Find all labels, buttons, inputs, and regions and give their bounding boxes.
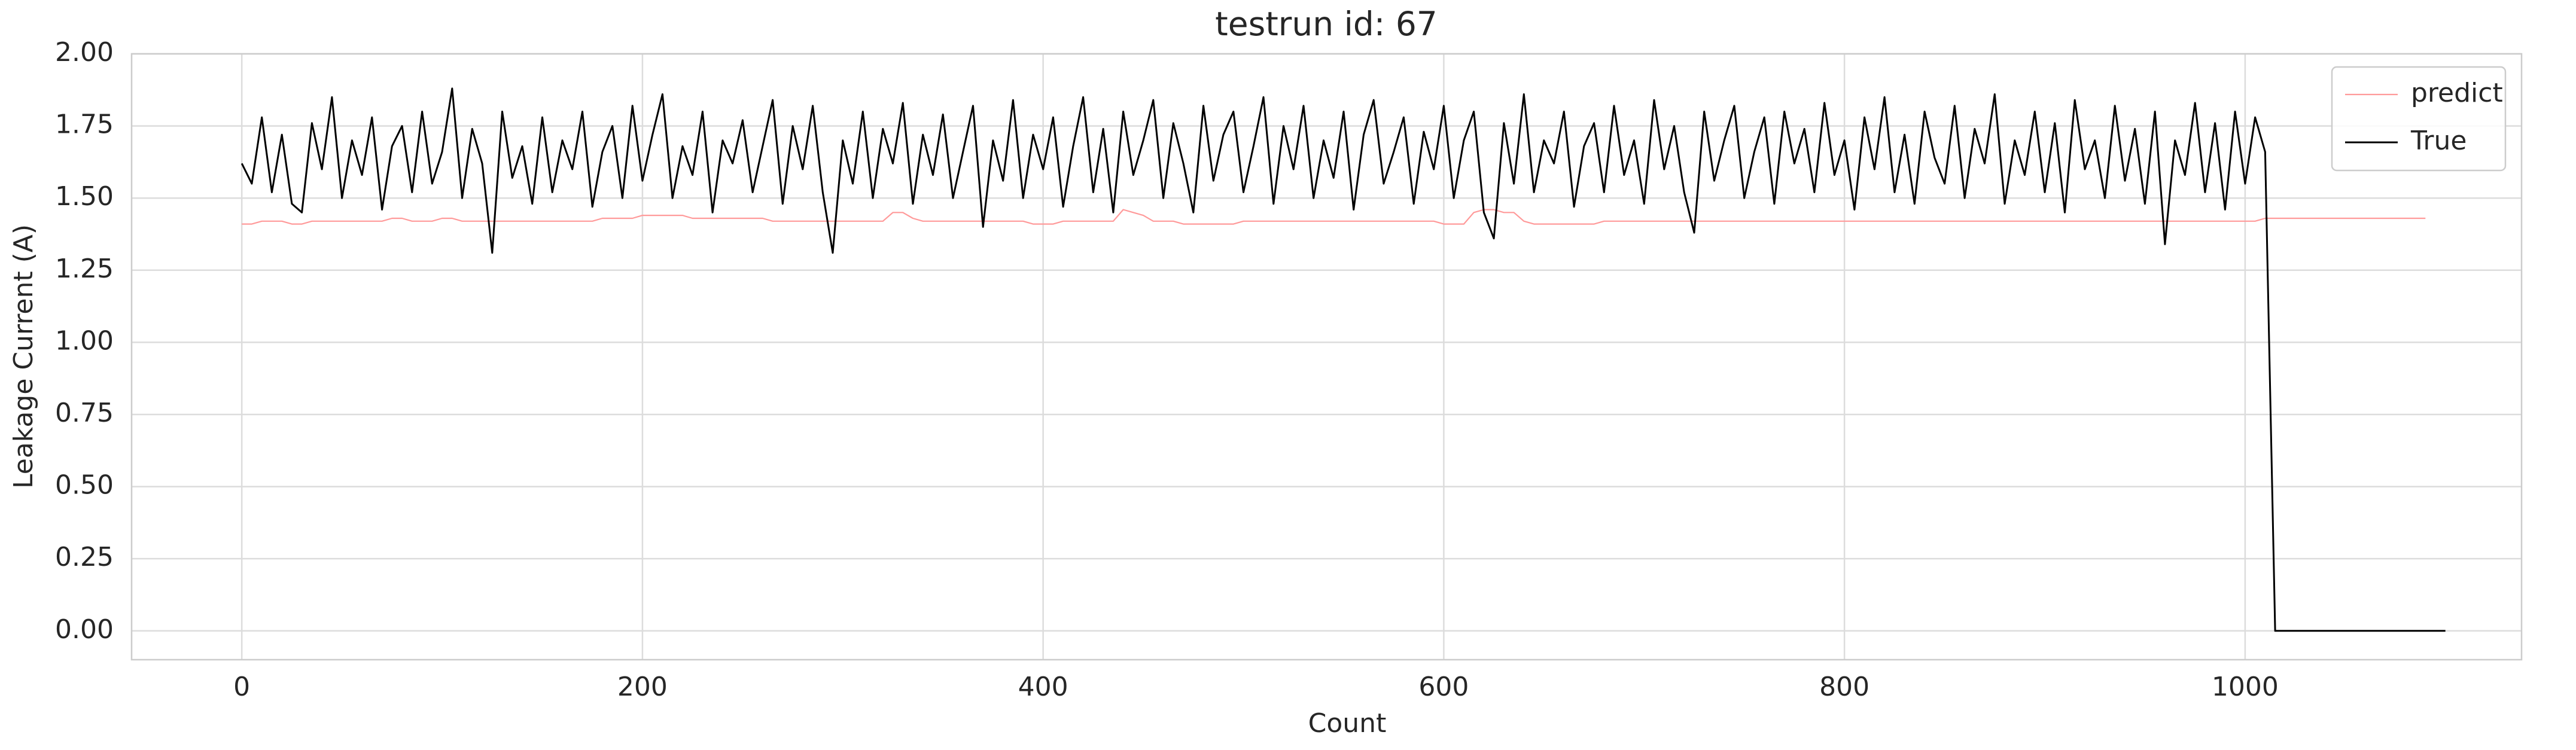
data-line (240, 87, 2446, 632)
y-tick-label: 1.50 (55, 181, 114, 212)
y-tick-label: 1.75 (55, 109, 114, 140)
x-tick-label: 600 (1418, 672, 1469, 702)
y-tick-label: 2.00 (55, 37, 114, 68)
y-tick-label: 0.25 (55, 542, 114, 572)
x-tick-label: 800 (1819, 672, 1869, 702)
y-tick-label: 0.00 (55, 614, 114, 645)
y-axis-label: Leakage Current (A) (8, 224, 39, 489)
x-tick-label: 1000 (2212, 672, 2279, 702)
x-axis-label: Count (1308, 708, 1387, 739)
x-tick-label: 200 (617, 672, 668, 702)
y-tick-label: 1.25 (55, 254, 114, 284)
legend-label: predict (2411, 78, 2503, 108)
plot-frame (130, 53, 2523, 661)
legend-box (2331, 66, 2507, 172)
x-tick-label: 400 (1018, 672, 1068, 702)
data-line (242, 209, 2426, 225)
y-tick-label: 0.50 (55, 470, 114, 501)
y-tick-label: 0.75 (55, 398, 114, 428)
y-tick-label: 1.00 (55, 325, 114, 356)
legend-label: True (2410, 126, 2467, 156)
x-tick-label: 0 (233, 672, 250, 702)
chart-title: testrun id: 67 (1215, 5, 1438, 43)
